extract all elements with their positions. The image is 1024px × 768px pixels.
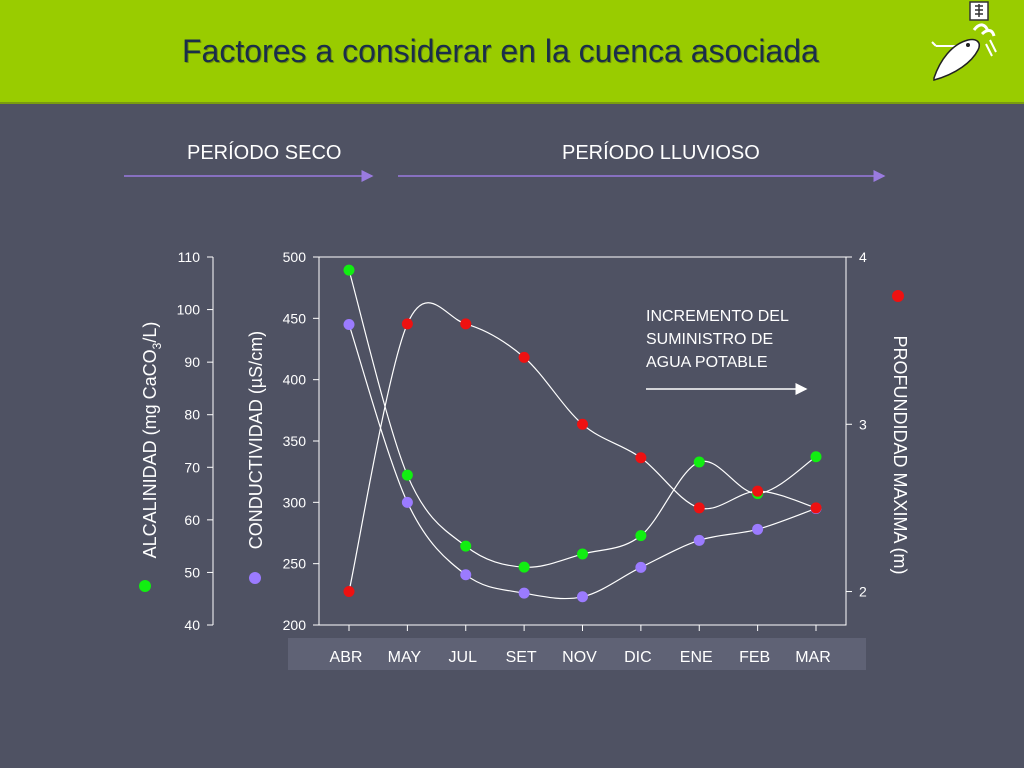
alcalinidad-point-jul: [460, 540, 472, 552]
svg-text:PROFUNDIDAD MAXIMA (m): PROFUNDIDAD MAXIMA (m): [890, 335, 910, 574]
period-dry-label: PERÍODO SECO: [187, 142, 342, 164]
alcalinidad-point-set: [518, 561, 530, 573]
profundidad-maxima-point-jul: [460, 318, 472, 330]
alcalinidad-point-dic: [635, 530, 647, 542]
month-label-set: SET: [506, 649, 537, 666]
svg-text:ALCALINIDAD (mg CaCO3/L): ALCALINIDAD (mg CaCO3/L): [140, 322, 164, 559]
conductividad-tick-label: 350: [283, 433, 307, 449]
conductividad-point-abr: [343, 318, 355, 330]
alcalinidad-tick-label: 80: [184, 407, 200, 423]
alcalinidad-legend-marker: [139, 580, 151, 592]
conductividad-point-ene: [693, 534, 705, 546]
annotation-line-1: INCREMENTO DEL: [646, 308, 789, 325]
conductividad-tick-label: 450: [283, 310, 307, 326]
profundidad-tick-label: 3: [859, 416, 867, 432]
alcalinidad-point-may: [401, 469, 413, 481]
alcalinidad-tick-label: 110: [178, 249, 201, 265]
month-label-dic: DIC: [624, 649, 652, 666]
alcalinidad-tick-label: 100: [177, 302, 201, 318]
conductividad-tick-label: 250: [283, 556, 307, 572]
alcalinidad-tick-label: 70: [184, 459, 200, 475]
alcalinidad-tick-label: 40: [184, 617, 200, 633]
conductividad-tick-label: 200: [283, 617, 307, 633]
conductividad-legend-marker: [249, 572, 261, 584]
slide-title: Factores a considerar en la cuenca asoci…: [182, 33, 819, 69]
series-layer: [343, 264, 822, 603]
conductividad-point-set: [518, 587, 530, 599]
svg-text:CONDUCTIVIDAD (µS/cm): CONDUCTIVIDAD (µS/cm): [246, 331, 266, 549]
conductividad-axis: 200 250 300 350 400 450 500: [283, 249, 319, 633]
profundidad-maxima-point-dic: [635, 452, 647, 464]
profundidad-maxima-point-mar: [810, 502, 822, 514]
alcalinidad-tick-label: 50: [184, 564, 200, 580]
alcalinidad-point-mar: [810, 451, 822, 463]
profundidad-tick-label: 4: [859, 249, 867, 265]
conductividad-tick-label: 400: [283, 372, 307, 388]
conductividad-point-jul: [460, 569, 472, 581]
profundidad-maxima-point-feb: [752, 485, 764, 497]
category-axis-band: [288, 638, 866, 670]
conductividad-point-dic: [635, 561, 647, 573]
month-label-abr: ABR: [330, 649, 363, 666]
month-label-feb: FEB: [739, 649, 770, 666]
title-bar: Factores a considerar en la cuenca asoci…: [0, 0, 1024, 104]
month-label-jul: JUL: [449, 649, 478, 666]
profundidad-maxima-point-nov: [577, 418, 588, 430]
profundidad-maxima-line: [348, 302, 817, 592]
conductividad-tick-label: 500: [283, 249, 307, 265]
conductividad-point-nov: [577, 591, 588, 603]
alcalinidad-point-abr: [343, 264, 355, 276]
alcalinidad-axis: 40 50 60 70 80 90 100 110: [177, 249, 213, 633]
conductividad-point-feb: [752, 523, 764, 535]
alcalinidad-axis-title: ALCALINIDAD (mg CaCO3/L): [140, 322, 164, 559]
profundidad-axis: 2 3 4: [846, 249, 867, 600]
conductividad-point-may: [401, 496, 413, 508]
profundidad-maxima-point-ene: [693, 502, 705, 514]
alcalinidad-tick-label: 60: [184, 512, 200, 528]
annotation-line-2: SUMINISTRO DE: [646, 331, 773, 348]
profundidad-maxima-point-abr: [343, 586, 355, 598]
annotation-line-3: AGUA POTABLE: [646, 354, 768, 371]
month-label-nov: NOV: [562, 649, 597, 666]
conductividad-tick-label: 300: [283, 494, 307, 510]
profundidad-axis-title: PROFUNDIDAD MAXIMA (m): [890, 335, 910, 574]
alcalinidad-point-nov: [577, 548, 588, 560]
profundidad-maxima-point-may: [401, 318, 413, 330]
period-wet-label: PERÍODO LLUVIOSO: [562, 142, 760, 164]
month-label-ene: ENE: [680, 649, 713, 666]
profundidad-legend-marker: [892, 290, 904, 302]
conductividad-axis-title: CONDUCTIVIDAD (µS/cm): [246, 331, 266, 549]
profundidad-maxima-point-set: [518, 351, 530, 363]
alcalinidad-tick-label: 90: [184, 354, 200, 370]
profundidad-tick-label: 2: [859, 584, 867, 600]
month-label-may: MAY: [388, 649, 422, 666]
alcalinidad-point-ene: [693, 456, 705, 468]
month-axis: ABR MAY JUL SET NOV DIC ENE FEB MAR: [330, 625, 831, 666]
month-label-mar: MAR: [795, 649, 831, 666]
fish-logo-icon: [931, 1, 997, 81]
